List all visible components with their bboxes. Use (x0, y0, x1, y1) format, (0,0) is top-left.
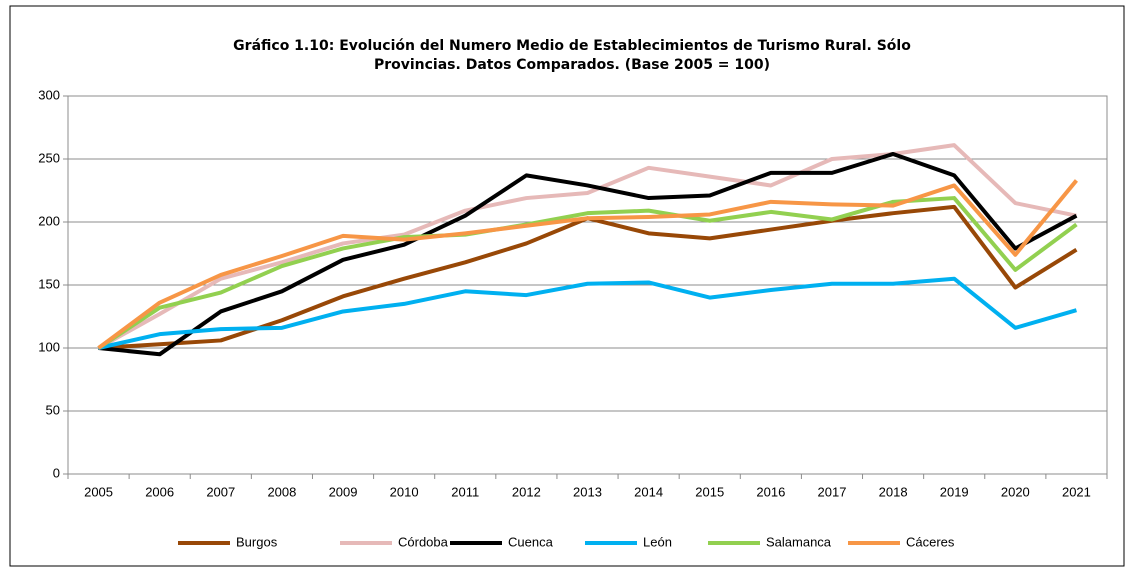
series-line (98, 151, 1078, 357)
y-tick-label: 100 (38, 339, 60, 354)
x-tick-label: 2018 (879, 484, 908, 499)
y-tick-label: 300 (38, 87, 60, 102)
y-tick-label: 200 (38, 213, 60, 228)
chart-title: Gráfico 1.10: Evolución del Numero Medio… (233, 38, 911, 54)
x-tick-label: 2020 (1001, 484, 1030, 499)
legend-label: Córdoba (398, 534, 449, 549)
x-tick-label: 2015 (695, 484, 724, 499)
legend-label: León (643, 534, 672, 549)
legend-label: Burgos (236, 534, 278, 549)
x-tick-label: 2010 (390, 484, 419, 499)
series-line (97, 143, 1077, 350)
x-tick-label: 2014 (634, 484, 663, 499)
x-tick-label: 2017 (818, 484, 847, 499)
x-tick-label: 2009 (329, 484, 358, 499)
plot-area (67, 95, 1108, 475)
series-line (98, 276, 1077, 350)
x-tick-label: 2005 (84, 484, 113, 499)
x-tick-label: 2013 (573, 484, 602, 499)
x-tick-label: 2007 (206, 484, 235, 499)
x-tick-label: 2006 (145, 484, 174, 499)
y-tick-label: 50 (46, 402, 60, 417)
y-tick-label: 150 (38, 276, 60, 291)
y-tick-label: 250 (38, 150, 60, 165)
y-tick-label: 0 (53, 465, 60, 480)
x-tick-label: 2012 (512, 484, 541, 499)
x-tick-label: 2011 (451, 484, 479, 499)
legend-label: Cuenca (508, 534, 554, 549)
legend-label: Cáceres (906, 534, 955, 549)
chart-title: Provincias. Datos Comparados. (Base 2005… (374, 57, 770, 73)
x-tick-label: 2021 (1062, 484, 1091, 499)
x-tick-label: 2019 (940, 484, 969, 499)
x-tick-label: 2008 (267, 484, 296, 499)
x-tick-label: 2016 (756, 484, 785, 499)
series-line (97, 179, 1078, 350)
legend-label: Salamanca (766, 534, 832, 549)
